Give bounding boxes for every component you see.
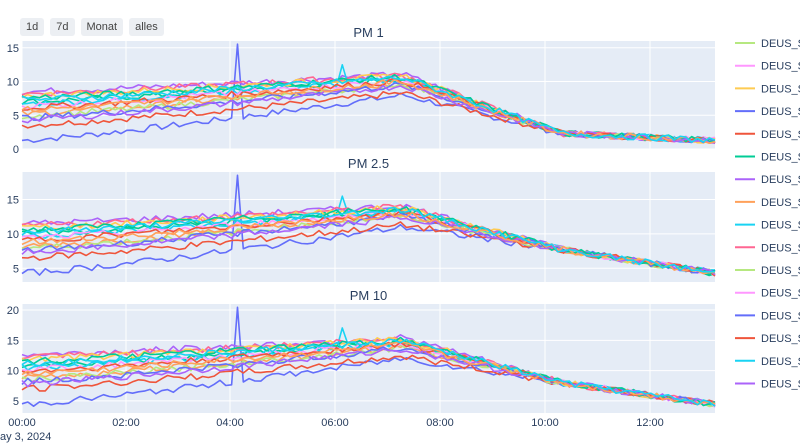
- x-tick-label: 10:00: [531, 417, 559, 429]
- x-tick-label: 02:00: [112, 417, 140, 429]
- plot-background: [22, 172, 715, 282]
- x-tick-label: 06:00: [321, 417, 349, 429]
- panel-title: PM 1: [353, 25, 383, 40]
- legend-label: DEUS_S: [761, 83, 800, 95]
- x-date-label: ay 3, 2024: [0, 431, 51, 443]
- series-line: [21, 84, 715, 144]
- series-line: [21, 348, 716, 406]
- x-tick-label: 08:00: [426, 417, 454, 429]
- range-button-7d[interactable]: 7d: [50, 18, 75, 36]
- y-tick-label: 0: [13, 144, 19, 156]
- legend-label: DEUS_S: [761, 379, 800, 391]
- series-line: [21, 75, 716, 143]
- legend-label: DEUS_S: [761, 288, 800, 300]
- series-line: [21, 206, 716, 273]
- legend-label: DEUS_S: [761, 242, 800, 254]
- panel-title: PM 2.5: [348, 156, 389, 171]
- range-button-1d[interactable]: 1d: [20, 18, 45, 36]
- legend-label: DEUS_S: [761, 61, 800, 73]
- series-line: [21, 338, 716, 407]
- legend-label: DEUS_S: [761, 333, 800, 345]
- y-tick-label: 20: [7, 305, 19, 317]
- panel-title: PM 10: [350, 288, 388, 303]
- y-tick-label: 10: [7, 77, 19, 89]
- series-line: [21, 215, 716, 276]
- y-tick-label: 10: [7, 366, 19, 378]
- x-tick-label: 12:00: [636, 417, 664, 429]
- x-tick-label: 00:00: [8, 417, 36, 429]
- legend-label: DEUS_S: [761, 197, 800, 209]
- legend-label: DEUS_S: [761, 356, 800, 368]
- legend-label: DEUS_S: [761, 174, 800, 186]
- y-tick-label: 5: [13, 396, 19, 408]
- legend-label: DEUS_S: [761, 152, 800, 164]
- series-line: [21, 78, 716, 144]
- y-tick-label: 5: [13, 110, 19, 122]
- series-line: [21, 206, 716, 276]
- range-button-month[interactable]: Monat: [80, 18, 124, 36]
- y-tick-label: 15: [7, 195, 19, 207]
- y-tick-label: 5: [13, 263, 19, 275]
- legend-label: DEUS_S: [761, 310, 800, 322]
- range-button-all[interactable]: alles: [129, 18, 164, 36]
- legend-label: DEUS_S: [761, 265, 800, 277]
- legend-label: DEUS_S: [761, 220, 800, 232]
- y-tick-label: 10: [7, 229, 19, 241]
- legend-label: DEUS_S: [761, 129, 800, 141]
- x-tick-label: 04:00: [216, 417, 244, 429]
- range-selector: 1d 7d Monat alles: [20, 18, 164, 36]
- y-tick-label: 15: [7, 43, 19, 55]
- y-tick-label: 15: [7, 335, 19, 347]
- legend-label: DEUS_S: [761, 106, 800, 118]
- legend-label: DEUS_S: [761, 38, 800, 50]
